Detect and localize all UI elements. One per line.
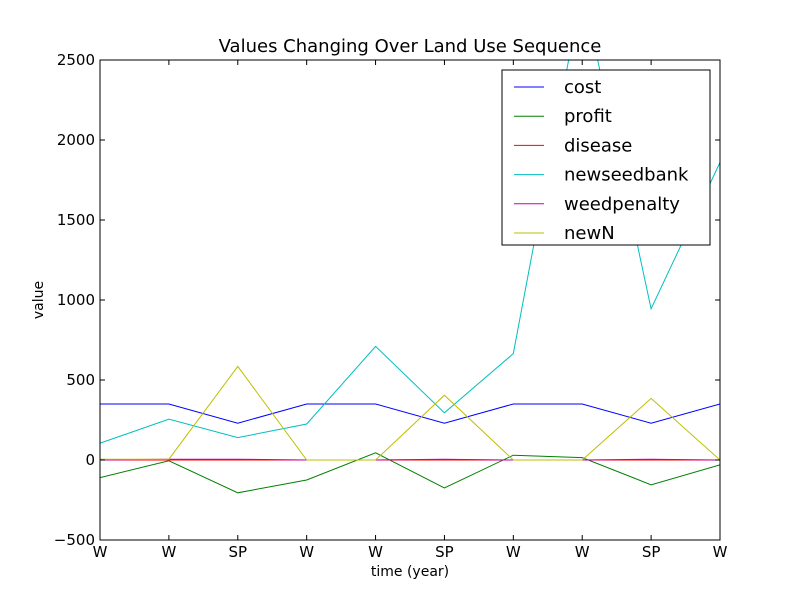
y-tick-label: 2500: [57, 51, 95, 69]
x-tick-label: W: [368, 543, 383, 561]
x-tick-label: W: [575, 543, 590, 561]
legend-label-weedpenalty: weedpenalty: [564, 194, 680, 215]
y-tick-label: 1000: [57, 291, 95, 309]
x-tick-label: W: [93, 543, 108, 561]
legend-box: [501, 69, 711, 246]
legend-label-profit: profit: [564, 106, 612, 127]
x-tick-label: W: [506, 543, 521, 561]
x-axis-label: time (year): [371, 564, 449, 580]
series-line-weedpenalty: [100, 458, 720, 461]
legend-label-newN: newN: [564, 223, 615, 244]
legend-label-cost: cost: [564, 77, 601, 98]
y-axis-label: value: [31, 281, 47, 319]
x-tick-label: W: [161, 543, 176, 561]
x-tick-label: SP: [228, 543, 247, 561]
y-tick-label: 1500: [57, 211, 95, 229]
series-layer: [100, 60, 720, 494]
y-tick-label: −500: [54, 531, 95, 549]
legend: cost profit disease newseedbank weedpenalty n…: [501, 69, 711, 246]
x-tick-label: W: [299, 543, 314, 561]
x-tick-label: W: [713, 543, 728, 561]
y-tick-label: 2000: [57, 131, 95, 149]
series-line-newN: [100, 365, 720, 461]
legend-label-disease: disease: [564, 135, 632, 156]
y-tick-label: 500: [66, 371, 95, 389]
series-line-profit: [100, 452, 720, 494]
legend-label-newseedbank: newseedbank: [564, 165, 689, 186]
x-tick-label: SP: [642, 543, 661, 561]
x-tick-label: SP: [435, 543, 454, 561]
y-tick-label: 0: [85, 451, 95, 469]
chart-title: Values Changing Over Land Use Sequence: [219, 36, 602, 57]
